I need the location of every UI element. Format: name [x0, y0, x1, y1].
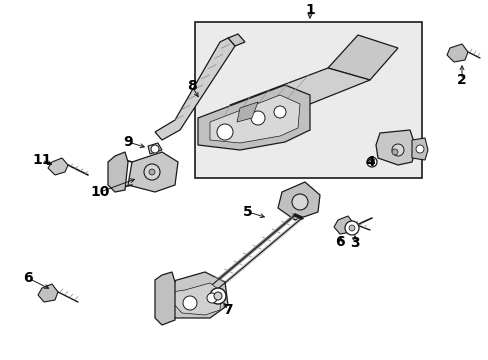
Polygon shape	[158, 272, 227, 318]
Circle shape	[391, 149, 397, 155]
Circle shape	[391, 144, 403, 156]
Circle shape	[366, 157, 376, 167]
Text: 7: 7	[223, 303, 232, 317]
Circle shape	[206, 293, 217, 303]
Text: 2: 2	[456, 73, 466, 87]
Circle shape	[143, 164, 160, 180]
Circle shape	[250, 111, 264, 125]
Polygon shape	[375, 130, 415, 165]
Circle shape	[183, 296, 197, 310]
Circle shape	[149, 169, 155, 175]
Text: 1: 1	[305, 3, 314, 17]
Polygon shape	[148, 143, 162, 154]
Text: 11: 11	[32, 153, 52, 167]
Text: 3: 3	[349, 236, 359, 250]
Polygon shape	[278, 182, 319, 220]
Circle shape	[209, 288, 225, 304]
Circle shape	[369, 159, 374, 165]
Polygon shape	[48, 158, 68, 175]
Polygon shape	[209, 95, 299, 143]
Polygon shape	[108, 152, 128, 192]
Text: 9: 9	[123, 135, 133, 149]
Polygon shape	[38, 284, 58, 302]
Text: 10: 10	[90, 185, 109, 199]
Circle shape	[273, 106, 285, 118]
Circle shape	[214, 292, 222, 300]
Polygon shape	[333, 216, 353, 234]
Polygon shape	[198, 85, 309, 150]
Text: 5: 5	[243, 205, 252, 219]
Polygon shape	[172, 283, 222, 315]
Text: 6: 6	[23, 271, 33, 285]
Polygon shape	[155, 38, 235, 140]
Polygon shape	[128, 152, 178, 192]
Text: 4: 4	[365, 155, 374, 169]
Polygon shape	[411, 138, 427, 160]
Circle shape	[415, 145, 423, 153]
Polygon shape	[446, 44, 467, 62]
Text: 6: 6	[334, 235, 344, 249]
Polygon shape	[155, 272, 175, 325]
Circle shape	[151, 145, 159, 153]
Polygon shape	[227, 34, 244, 46]
Bar	[195, 22, 421, 178]
Circle shape	[217, 124, 232, 140]
Circle shape	[345, 221, 358, 235]
Text: 8: 8	[187, 79, 197, 93]
Circle shape	[291, 194, 307, 210]
Polygon shape	[327, 35, 397, 80]
Circle shape	[348, 225, 354, 231]
Polygon shape	[224, 68, 369, 122]
Polygon shape	[237, 102, 258, 122]
